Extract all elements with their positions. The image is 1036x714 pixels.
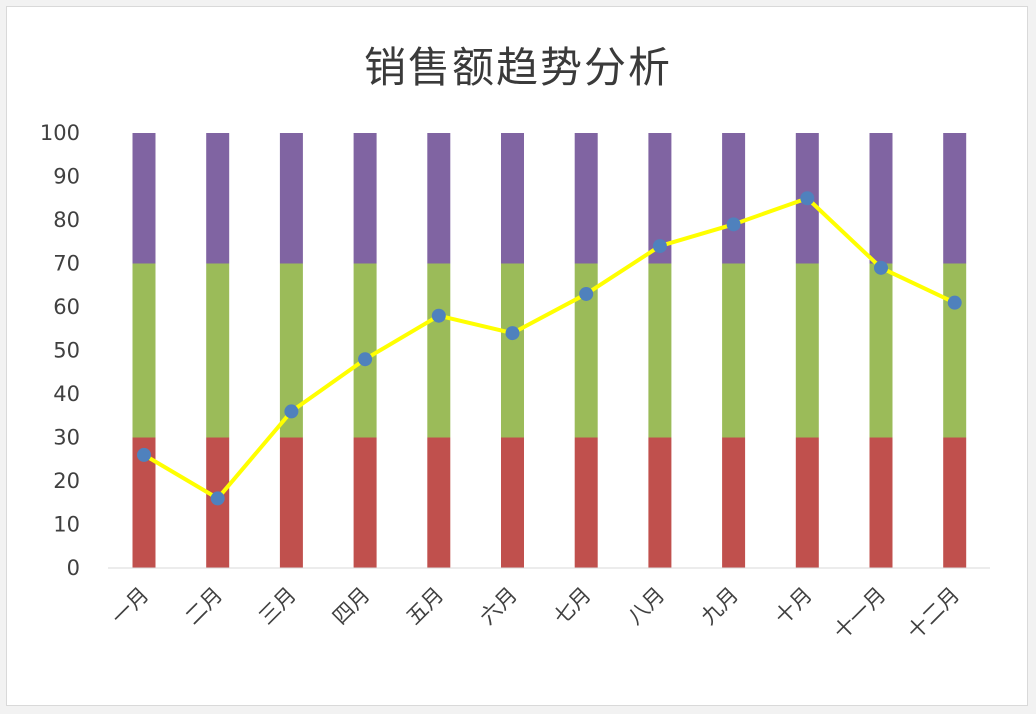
bar-segment <box>869 133 893 264</box>
x-tick-label: 四月 <box>328 583 375 630</box>
bar-segment <box>722 263 746 438</box>
line-point <box>579 286 594 301</box>
bar-segment <box>353 437 377 568</box>
x-tick-label: 九月 <box>696 583 743 630</box>
bar-segment <box>869 263 893 438</box>
line-point <box>652 239 667 254</box>
bar-segment <box>648 437 672 568</box>
x-tick-label: 八月 <box>623 583 670 630</box>
line-point <box>800 191 815 206</box>
y-tick-label: 0 <box>67 556 80 580</box>
line-point <box>358 352 373 367</box>
y-axis-ticks: 0 10 20 30 40 50 60 70 80 90 100 <box>40 121 80 580</box>
bar-segment <box>132 133 156 264</box>
x-tick-label: 三月 <box>254 583 301 630</box>
line-point <box>947 295 962 310</box>
bar-segment <box>501 437 524 568</box>
x-tick-label: 一月 <box>107 583 154 630</box>
y-tick-label: 30 <box>53 426 80 450</box>
line-point <box>505 326 520 341</box>
y-tick-label: 20 <box>53 469 80 493</box>
bar-segment <box>427 133 451 264</box>
x-axis-ticks: 一月 二月 三月 四月 五月 六月 七月 八月 九月 十月 十一月 十二月 <box>107 583 964 645</box>
y-tick-label: 50 <box>53 339 80 363</box>
bar-segment <box>795 437 819 568</box>
bar-segment <box>501 133 524 264</box>
line-point <box>284 404 299 419</box>
bar-segment <box>869 437 893 568</box>
bar-segment <box>501 263 524 438</box>
bar-segment <box>353 133 377 264</box>
bar-segment <box>574 437 598 568</box>
x-tick-label: 十一月 <box>829 583 891 645</box>
chart-title: 销售额趋势分析 <box>363 43 672 92</box>
x-tick-label: 七月 <box>549 583 596 630</box>
bar-segment <box>648 133 672 264</box>
bar-segment <box>574 133 598 264</box>
x-tick-label: 五月 <box>402 583 449 630</box>
line-point <box>210 491 225 506</box>
x-tick-label: 十月 <box>770 583 817 630</box>
y-tick-label: 10 <box>53 513 80 537</box>
y-tick-label: 70 <box>53 252 80 276</box>
bar-segment <box>279 437 303 568</box>
bar-segment <box>279 263 303 438</box>
series-line <box>142 196 956 501</box>
bar-segment <box>427 263 451 438</box>
bar-segment <box>722 133 746 264</box>
bar-segment <box>574 263 598 438</box>
line-point <box>431 308 446 323</box>
bar-segment <box>132 263 156 438</box>
bar-segment <box>943 263 967 438</box>
bar-segment <box>132 437 156 568</box>
x-tick-label: 六月 <box>475 583 522 630</box>
bar-segment <box>943 133 967 264</box>
bar-segment <box>648 263 672 438</box>
y-tick-label: 60 <box>53 295 80 319</box>
y-tick-label: 40 <box>53 382 80 406</box>
bar-layer <box>132 133 967 568</box>
bar-segment <box>795 263 819 438</box>
line-point <box>874 260 888 275</box>
bar-segment <box>206 133 230 264</box>
bar-segment <box>206 263 230 438</box>
x-tick-label: 二月 <box>181 583 228 630</box>
bar-segment <box>722 437 746 568</box>
bar-segment <box>279 133 303 264</box>
bar-segment <box>353 263 377 438</box>
y-tick-label: 100 <box>40 121 80 145</box>
line-point <box>137 447 151 462</box>
line-layer <box>137 191 962 506</box>
x-tick-label: 十二月 <box>903 583 965 645</box>
y-tick-label: 80 <box>53 208 80 232</box>
y-tick-label: 90 <box>53 165 80 189</box>
bar-segment <box>427 437 451 568</box>
line-point <box>726 217 741 232</box>
bar-segment <box>943 437 967 568</box>
